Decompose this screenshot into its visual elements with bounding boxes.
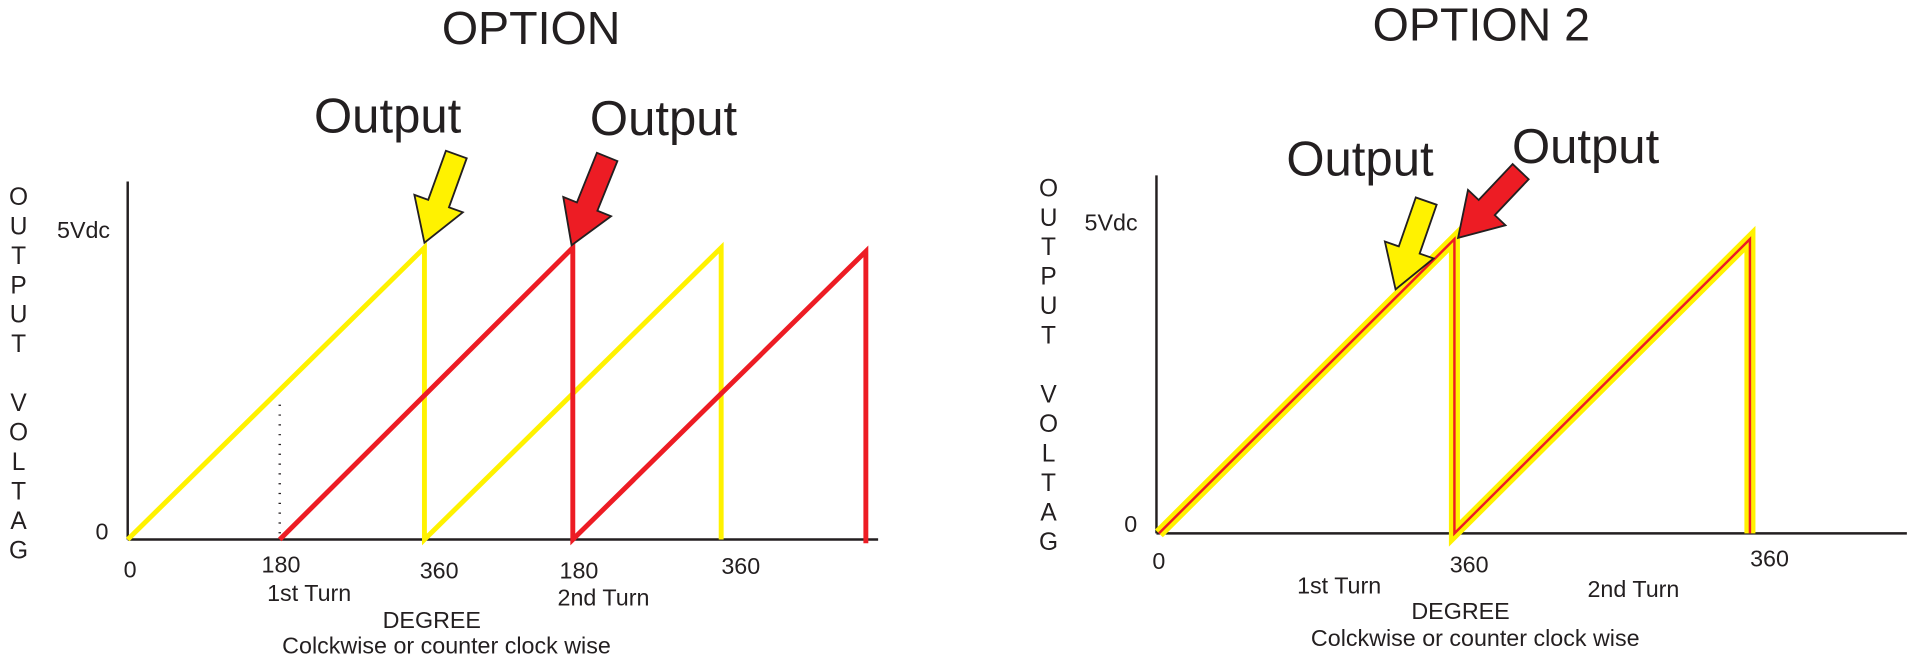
title: OPTION 2 xyxy=(1373,0,1590,50)
arrow xyxy=(413,149,468,245)
x-tick-label: 0 xyxy=(1152,548,1165,574)
x-tick-label: 180 xyxy=(262,552,301,578)
y-top-label: 5Vdc xyxy=(57,217,110,243)
arrow xyxy=(1456,162,1530,240)
red-sawtooth xyxy=(278,241,869,546)
x-axis-title: DEGREE xyxy=(1411,598,1509,624)
panel-option-1: OPTION Output Output OUTPUT VOLTAG 5Vdc … xyxy=(5,2,879,656)
turn-label: 2nd Turn xyxy=(558,585,650,611)
y-axis-label: OUTPUT VOLTAG xyxy=(1035,175,1062,558)
x-tick-label: 0 xyxy=(124,557,137,583)
y-top-label: 5Vdc xyxy=(1085,210,1138,236)
y-zero-label: 0 xyxy=(95,519,108,545)
arrow-label: Output xyxy=(1512,120,1660,174)
turn-label: 2nd Turn xyxy=(1587,576,1679,602)
y-zero-label: 0 xyxy=(1124,511,1137,537)
x-tick-label: 360 xyxy=(420,558,459,584)
x-axis-subtitle: Colckwise or counter clock wise xyxy=(1311,625,1640,651)
yellow-sawtooth xyxy=(125,241,724,546)
arrow-label: Output xyxy=(590,92,738,146)
x-axis-title: DEGREE xyxy=(383,607,481,633)
arrow-label: Output xyxy=(314,89,462,143)
turn-label: 1st Turn xyxy=(267,580,351,606)
red-sawtooth xyxy=(1158,236,1752,537)
x-tick-label: 360 xyxy=(1750,545,1789,571)
x-tick-label: 180 xyxy=(560,558,599,584)
title: OPTION xyxy=(442,2,621,54)
arrow xyxy=(1383,196,1438,292)
x-tick-label: 360 xyxy=(721,553,760,579)
panel-option-2: OPTION 2 Output Output OUTPUT VOLTAG 5Vd… xyxy=(1035,0,1907,651)
x-tick-label: 360 xyxy=(1450,552,1489,578)
x-axis-subtitle: Colckwise or counter clock wise xyxy=(282,633,611,656)
y-axis-label: OUTPUT VOLTAG xyxy=(5,184,32,567)
arrow-label: Output xyxy=(1286,132,1434,186)
turn-label: 1st Turn xyxy=(1297,572,1381,598)
arrow xyxy=(562,151,619,247)
